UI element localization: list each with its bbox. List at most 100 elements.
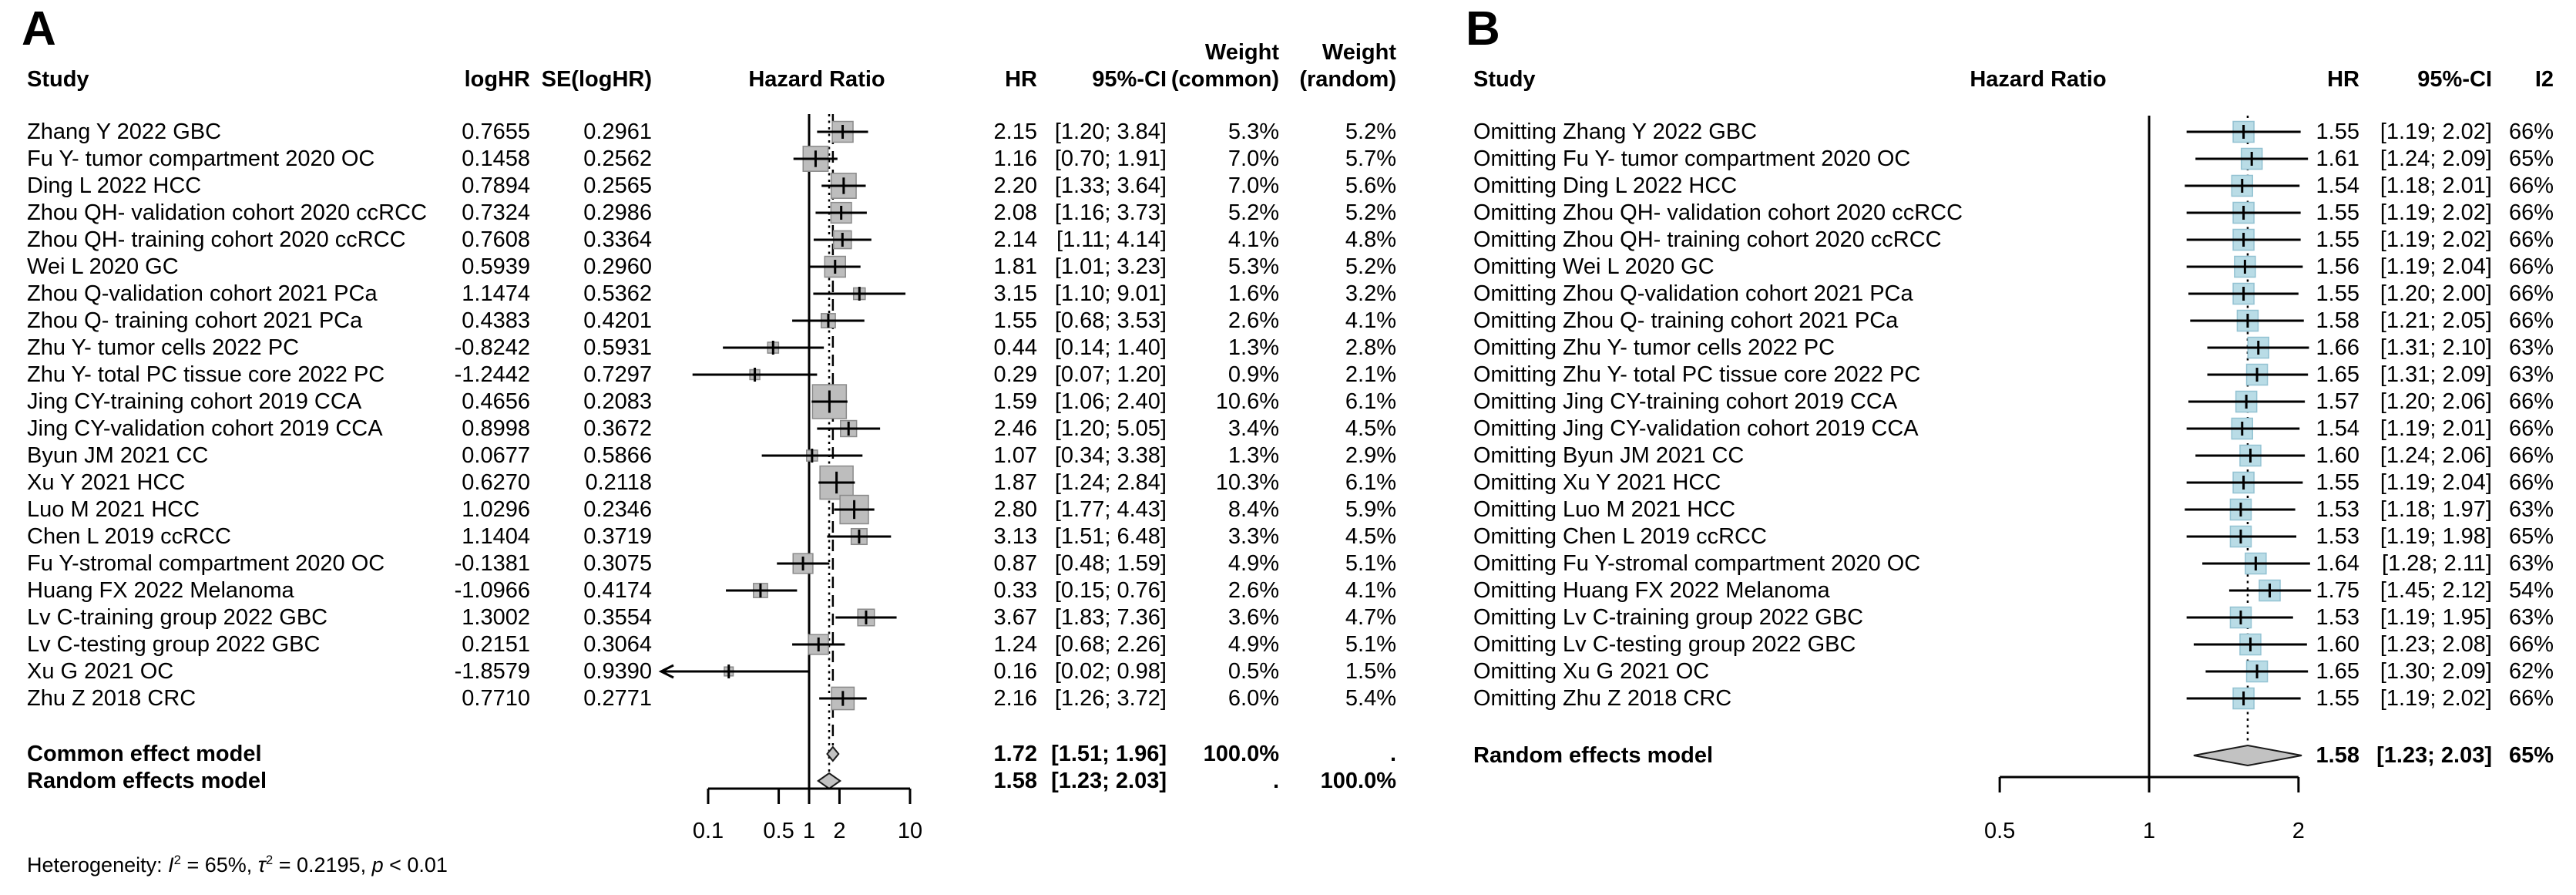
pooled-effect-diamond [817, 772, 842, 790]
hr-value: 1.54 [2316, 173, 2359, 198]
loghr-value: 0.4383 [462, 308, 530, 333]
ci-value: [0.70; 1.91] [1054, 146, 1167, 171]
weight-common-value: 2.6% [1228, 308, 1279, 333]
table-row-study-name: Lv C-testing group 2022 GBC [27, 632, 321, 657]
het-i2-value: 65% [204, 853, 247, 876]
table-row-study-name: Omitting Huang FX 2022 Melanoma [1473, 578, 1830, 603]
hr-value: 1.53 [2316, 524, 2359, 549]
weight-common-value: 5.2% [1228, 200, 1279, 225]
hr-value: 1.60 [2316, 632, 2359, 657]
weight-common-value: 5.3% [1228, 119, 1279, 144]
hr-value: 1.54 [2316, 416, 2359, 441]
ci-value: [1.19; 2.02] [2380, 686, 2492, 711]
panel-a-header-ci: 95%-CI [1092, 67, 1167, 92]
table-row-study-name: Lv C-training group 2022 GBC [27, 605, 328, 630]
random-effects-hr-value: 1.58 [993, 769, 1037, 793]
se-loghr-value: 0.4201 [583, 308, 652, 333]
ci-value: [1.23; 2.08] [2380, 632, 2492, 657]
x-axis-tick-label: 0.1 [692, 819, 724, 843]
loghr-value: 0.7710 [462, 686, 530, 711]
weight-common-value: 3.6% [1228, 605, 1279, 630]
ci-value: [1.83; 7.36] [1054, 605, 1167, 630]
table-row-study-name: Byun JM 2021 CC [27, 443, 209, 468]
pooled-effect-diamond [2193, 744, 2302, 767]
ci-value: [1.51; 6.48] [1054, 524, 1167, 549]
ci-value: [0.02; 0.98] [1054, 659, 1167, 684]
table-row-study-name: Omitting Zhang Y 2022 GBC [1473, 119, 1758, 144]
loghr-value: -1.0966 [454, 578, 530, 603]
ci-value: [0.48; 1.59] [1054, 551, 1167, 576]
se-loghr-value: 0.4174 [583, 578, 652, 603]
ci-value: [1.18; 1.97] [2380, 497, 2492, 522]
weight-common-value: 0.5% [1228, 659, 1279, 684]
weight-random-value: 5.2% [1345, 200, 1396, 225]
i2-value: 66% [2508, 173, 2554, 198]
weight-random-value: 5.9% [1345, 497, 1396, 522]
table-row-study-name: Omitting Zhou QH- training cohort 2020 c… [1473, 227, 1942, 252]
table-row-study-name: Omitting Fu Y-stromal compartment 2020 O… [1473, 551, 1921, 576]
table-row-study-name: Omitting Jing CY-validation cohort 2019 … [1473, 416, 1919, 441]
ci-value: [1.21; 2.05] [2380, 308, 2492, 333]
ci-value: [1.20; 2.00] [2380, 281, 2492, 306]
i2-value: 63% [2508, 497, 2554, 522]
hr-value: 1.75 [2316, 578, 2359, 603]
table-row-study-name: Omitting Fu Y- tumor compartment 2020 OC [1473, 146, 1911, 171]
hr-value: 1.53 [2316, 497, 2359, 522]
se-loghr-value: 0.3064 [583, 632, 652, 657]
het-sep2: , [360, 853, 372, 876]
table-row-study-name: Omitting Jing CY-training cohort 2019 CC… [1473, 389, 1898, 414]
hr-value: 3.67 [993, 605, 1037, 630]
panel-a-label: A [22, 2, 56, 56]
weight-common-value: 6.0% [1228, 686, 1279, 711]
ci-value: [0.15; 0.76] [1054, 578, 1167, 603]
table-row-study-name: Luo M 2021 HCC [27, 497, 200, 522]
hr-value: 1.16 [993, 146, 1037, 171]
hr-value: 0.87 [993, 551, 1037, 576]
weight-random-value: 5.6% [1345, 173, 1396, 198]
i2-value: 66% [2508, 470, 2554, 495]
hr-value: 0.44 [993, 335, 1037, 360]
ci-value: [1.20; 3.84] [1054, 119, 1167, 144]
weight-common-value: 3.4% [1228, 416, 1279, 441]
i2-value: 62% [2508, 659, 2554, 684]
ci-value: [1.19; 2.02] [2380, 200, 2492, 225]
table-row-study-name: Omitting Ding L 2022 HCC [1473, 173, 1738, 198]
weight-random-value: 4.7% [1345, 605, 1396, 630]
ci-value: [1.11; 4.14] [1056, 227, 1167, 252]
hr-value: 1.55 [993, 308, 1037, 333]
hr-value: 1.60 [2316, 443, 2359, 468]
het-i-symbol: I [168, 853, 174, 876]
i2-value: 66% [2508, 119, 2554, 144]
random-effects-ci-value: [1.23; 2.03] [2376, 743, 2492, 768]
loghr-value: 0.7894 [462, 173, 530, 198]
weight-common-value: 3.3% [1228, 524, 1279, 549]
weight-random-value: 4.5% [1345, 524, 1396, 549]
se-loghr-value: 0.5931 [583, 335, 652, 360]
ci-value: [1.16; 3.73] [1054, 200, 1167, 225]
table-row-study-name: Zhou QH- training cohort 2020 ccRCC [27, 227, 406, 252]
table-row-study-name: Jing CY-training cohort 2019 CCA [27, 389, 362, 414]
weight-random-value: 4.1% [1345, 578, 1396, 603]
i2-value: 66% [2508, 281, 2554, 306]
hr-value: 1.81 [993, 254, 1037, 279]
se-loghr-value: 0.9390 [583, 659, 652, 684]
i2-value: 66% [2508, 686, 2554, 711]
random-effects-label: Random effects model [27, 769, 267, 793]
het-p-value: < 0.01 [383, 853, 448, 876]
loghr-value: -1.8579 [454, 659, 530, 684]
weight-random-value: 1.5% [1345, 659, 1396, 684]
panel-b-header-i2: I2 [2534, 67, 2554, 92]
table-row-study-name: Fu Y- tumor compartment 2020 OC [27, 146, 375, 171]
hr-value: 1.24 [993, 632, 1037, 657]
ci-value: [1.30; 2.09] [2380, 659, 2492, 684]
hr-value: 3.13 [993, 524, 1037, 549]
hr-value: 1.57 [2316, 389, 2359, 414]
panel-a-header-hazard-ratio: Hazard Ratio [748, 67, 885, 92]
table-row-study-name: Zhu Z 2018 CRC [27, 686, 196, 711]
loghr-value: 0.0677 [462, 443, 530, 468]
loghr-value: 0.8998 [462, 416, 530, 441]
table-row-study-name: Omitting Xu Y 2021 HCC [1473, 470, 1721, 495]
ci-value: [1.18; 2.01] [2380, 173, 2492, 198]
loghr-value: 0.7324 [462, 200, 530, 225]
